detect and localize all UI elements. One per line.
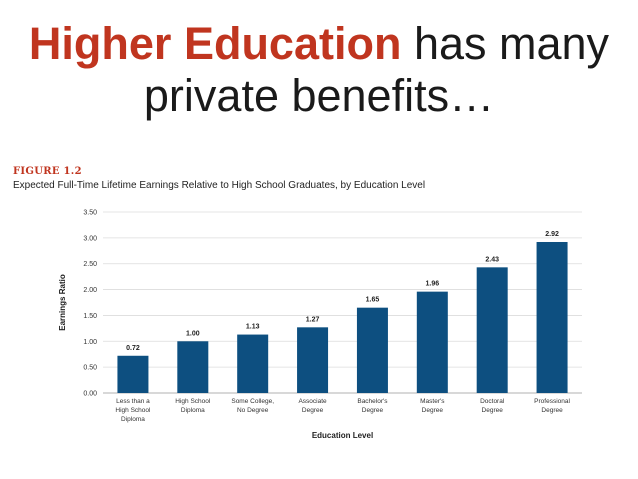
y-tick-label: 1.00 [83, 339, 97, 346]
x-tick-label: High School [115, 407, 151, 414]
bar [117, 355, 149, 393]
x-axis-title: Education Level [312, 431, 373, 440]
figure-label: FIGURE 1.2 [13, 166, 82, 177]
bar-value-label: 1.00 [186, 330, 200, 337]
bar-value-label: 0.72 [126, 345, 140, 352]
y-axis-ticks: 0.00 0.50 1.00 1.50 2.00 2.50 3.00 3.50 [83, 210, 97, 398]
y-axis-title: Earnings Ratio [58, 274, 67, 331]
bar [476, 267, 508, 393]
x-tick-label: Less than a [116, 398, 150, 405]
bar [297, 327, 329, 393]
x-tick-label: Degree [302, 407, 324, 414]
bar-value-label: 1.27 [306, 316, 320, 323]
y-tick-label: 2.00 [83, 287, 97, 294]
bar-value-label: 1.96 [426, 281, 440, 288]
x-tick-label: Master's [420, 398, 445, 405]
x-tick-label: Degree [422, 407, 444, 414]
x-tick-label: Degree [541, 407, 563, 414]
bar-value-label: 2.43 [485, 256, 499, 263]
chart-value-labels: 0.72 1.00 1.13 1.27 1.65 1.96 2.43 2.92 [126, 231, 559, 352]
figure-caption: Expected Full-Time Lifetime Earnings Rel… [13, 180, 426, 191]
x-axis-categories: Less than a High School Diploma High School… [115, 398, 570, 423]
y-tick-label: 3.00 [83, 235, 97, 242]
x-tick-label: Doctoral [480, 398, 505, 405]
x-tick-label: Diploma [181, 407, 205, 414]
slide-title-rest: has many [401, 18, 610, 69]
x-tick-label: High School [175, 398, 211, 405]
x-tick-label: Bachelor's [357, 398, 388, 405]
bar-value-label: 1.65 [366, 297, 380, 304]
x-tick-label: No Degree [237, 407, 269, 414]
y-tick-label: 0.50 [83, 365, 97, 372]
slide-title-line-2: private benefits… [143, 70, 495, 121]
bar-chart: 0.00 0.50 1.00 1.50 2.00 2.50 3.00 3.50 0.72 1.0… [58, 210, 582, 440]
slide-title-line-1: Higher Education has many [0, 18, 638, 70]
chart-gridlines [103, 211, 582, 394]
x-tick-label: Degree [482, 407, 504, 414]
bar [177, 341, 209, 393]
y-tick-label: 2.50 [83, 261, 97, 268]
bar [416, 291, 448, 393]
y-tick-label: 0.00 [83, 391, 97, 398]
bar-value-label: 1.13 [246, 324, 260, 331]
bar-value-label: 2.92 [545, 231, 559, 238]
slide-title: Higher Education has many private benefi… [0, 18, 638, 122]
slide-title-accent: Higher Education [28, 18, 402, 69]
chart-bars [117, 241, 568, 393]
y-tick-label: 3.50 [83, 210, 97, 217]
x-tick-label: Diploma [121, 416, 145, 423]
bar [237, 334, 269, 393]
x-tick-label: Some College, [231, 398, 274, 405]
x-tick-label: Professional [534, 398, 570, 405]
y-tick-label: 1.50 [83, 313, 97, 320]
x-tick-label: Associate [298, 398, 327, 405]
x-tick-label: Degree [362, 407, 384, 414]
bar [536, 241, 568, 393]
bar [356, 307, 388, 393]
